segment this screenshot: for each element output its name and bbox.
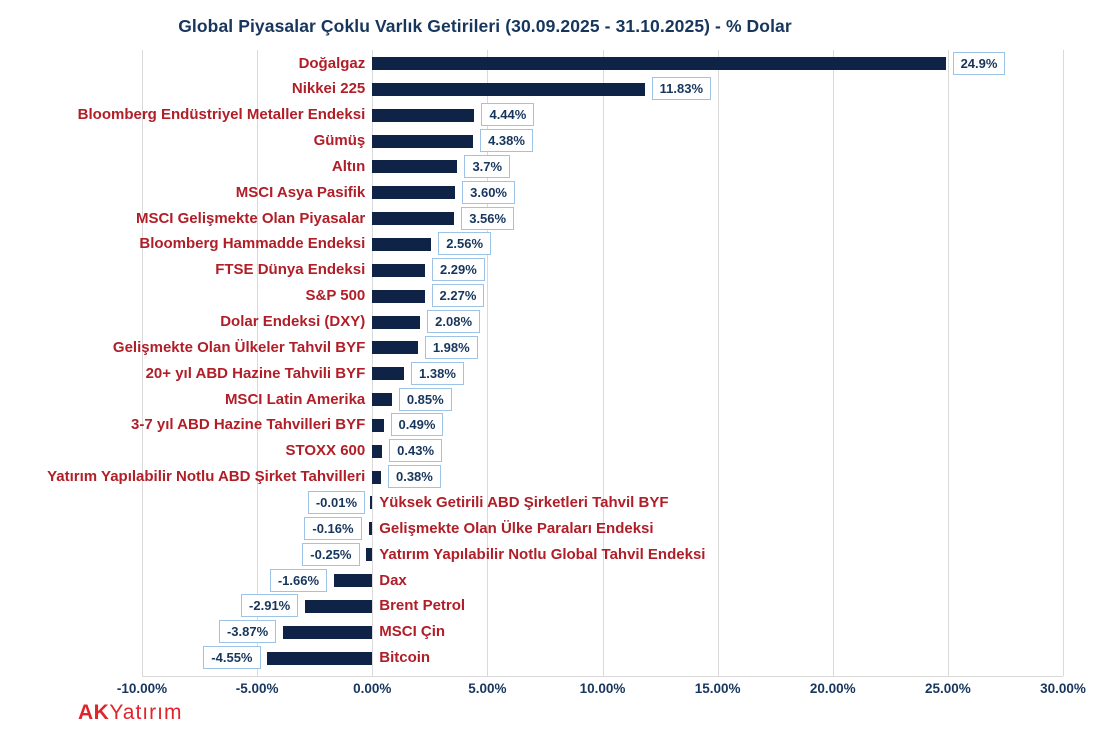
- chart-title: Global Piyasalar Çoklu Varlık Getirileri…: [178, 16, 792, 36]
- category-label: MSCI Gelişmekte Olan Piyasalar: [135, 209, 366, 227]
- category-label: Brent Petrol: [379, 597, 466, 615]
- bar: [372, 108, 475, 122]
- value-label-box: -3.87%: [218, 620, 277, 644]
- bar: [370, 496, 373, 510]
- category-label: Yüksek Getirili ABD Şirketleri Tahvil BY…: [379, 493, 669, 511]
- x-axis-tick-label: -5.00%: [235, 681, 279, 696]
- x-axis-tick-label: 10.00%: [579, 681, 626, 696]
- value-label-box: 0.38%: [387, 465, 441, 489]
- value-label-box: 2.27%: [431, 284, 485, 308]
- bar: [372, 418, 384, 432]
- category-label: Dax: [379, 571, 407, 589]
- value-label-box: 11.83%: [651, 77, 711, 101]
- value-label-box: 2.29%: [431, 258, 485, 282]
- bar: [372, 341, 418, 355]
- bar: [372, 367, 405, 381]
- x-axis-tick-label: 30.00%: [1040, 681, 1086, 696]
- x-axis-tick-label: 0.00%: [353, 681, 392, 696]
- value-label-box: 1.98%: [424, 335, 478, 359]
- value-label-box: 0.43%: [389, 439, 443, 463]
- category-label: Gümüş: [313, 132, 366, 150]
- value-label-box: -4.55%: [203, 646, 261, 670]
- category-label: Nikkei 225: [291, 80, 366, 98]
- category-label: Bloomberg Endüstriyel Metaller Endeksi: [77, 106, 366, 124]
- value-label-box: 3.7%: [464, 154, 511, 178]
- value-label-box: 2.56%: [438, 232, 492, 256]
- x-axis-tick-label: 15.00%: [694, 681, 741, 696]
- bar: [372, 134, 474, 148]
- x-axis-tick-label: 25.00%: [924, 681, 971, 696]
- bar: [283, 625, 373, 639]
- bar: [372, 444, 383, 458]
- category-label: 20+ yıl ABD Hazine Tahvili BYF: [145, 364, 366, 382]
- category-label: Yatırım Yapılabilir Notlu Global Tahvil …: [379, 545, 706, 563]
- value-label-box: 4.38%: [480, 129, 533, 153]
- bar: [366, 548, 373, 562]
- value-label-box: 24.9%: [952, 51, 1006, 75]
- bar: [372, 82, 645, 96]
- bar: [372, 237, 432, 251]
- x-gridline: [602, 50, 604, 676]
- bar: [334, 574, 373, 587]
- category-label: Doğalgaz: [298, 54, 366, 72]
- bar: [368, 522, 373, 536]
- logo-text-bold: AK: [78, 701, 110, 724]
- x-gridline: [1063, 50, 1064, 676]
- value-label-box: -0.16%: [304, 516, 362, 540]
- bar: [372, 57, 946, 70]
- bar: [372, 289, 425, 303]
- x-gridline: [947, 50, 949, 676]
- ak-yatirim-logo: AKYatırım: [78, 701, 182, 725]
- category-label: Yatırım Yapılabilir Notlu ABD Şirket Tah…: [47, 468, 366, 486]
- value-label-box: -0.01%: [307, 490, 366, 514]
- value-label-box: 0.49%: [390, 413, 444, 437]
- bar: [372, 160, 458, 174]
- category-label: 3-7 yıl ABD Hazine Tahvilleri BYF: [131, 416, 366, 434]
- bar: [372, 393, 392, 407]
- category-label: Gelişmekte Olan Ülkeler Tahvil BYF: [112, 338, 366, 356]
- category-label: Dolar Endeksi (DXY): [220, 313, 366, 330]
- category-label: MSCI Çin: [379, 623, 446, 641]
- bar: [372, 186, 456, 200]
- x-axis-tick-label: -10.00%: [116, 681, 168, 696]
- category-label: STOXX 600: [285, 442, 366, 460]
- x-gridline: [832, 50, 834, 676]
- x-gridline: [257, 50, 259, 676]
- category-label: Altın: [331, 157, 366, 175]
- category-label: Gelişmekte Olan Ülke Paraları Endeksi: [379, 519, 654, 537]
- value-label-box: 2.08%: [427, 310, 481, 333]
- category-label: S&P 500: [305, 287, 366, 305]
- value-label-box: 3.56%: [461, 206, 515, 230]
- bar: [305, 599, 373, 613]
- x-axis-tick-label: 20.00%: [809, 681, 856, 696]
- x-axis-line: [142, 676, 1063, 677]
- x-gridline: [717, 50, 719, 676]
- x-gridline: [372, 50, 374, 676]
- value-label-box: 1.38%: [411, 361, 464, 385]
- logo-text-light: Yatırım: [109, 701, 183, 724]
- value-label-box: -1.66%: [269, 568, 328, 592]
- category-label: Bloomberg Hammadde Endeksi: [139, 235, 366, 253]
- bar: [372, 263, 425, 277]
- x-axis-tick-label: 5.00%: [468, 681, 507, 696]
- x-gridline: [487, 50, 489, 676]
- category-label: Bitcoin: [379, 649, 431, 667]
- category-label: FTSE Dünya Endeksi: [215, 261, 366, 279]
- value-label-box: -2.91%: [241, 594, 299, 618]
- category-label: MSCI Asya Pasifik: [235, 183, 366, 201]
- value-label-box: 3.60%: [462, 180, 515, 204]
- x-gridline: [142, 50, 143, 676]
- bar: [267, 651, 373, 665]
- bar: [372, 212, 455, 226]
- bar: [372, 470, 381, 484]
- category-label: MSCI Latin Amerika: [224, 390, 366, 408]
- value-label-box: 0.85%: [398, 387, 452, 411]
- value-label-box: 4.44%: [481, 103, 535, 127]
- bar: [372, 315, 421, 329]
- value-label-box: -0.25%: [302, 542, 360, 566]
